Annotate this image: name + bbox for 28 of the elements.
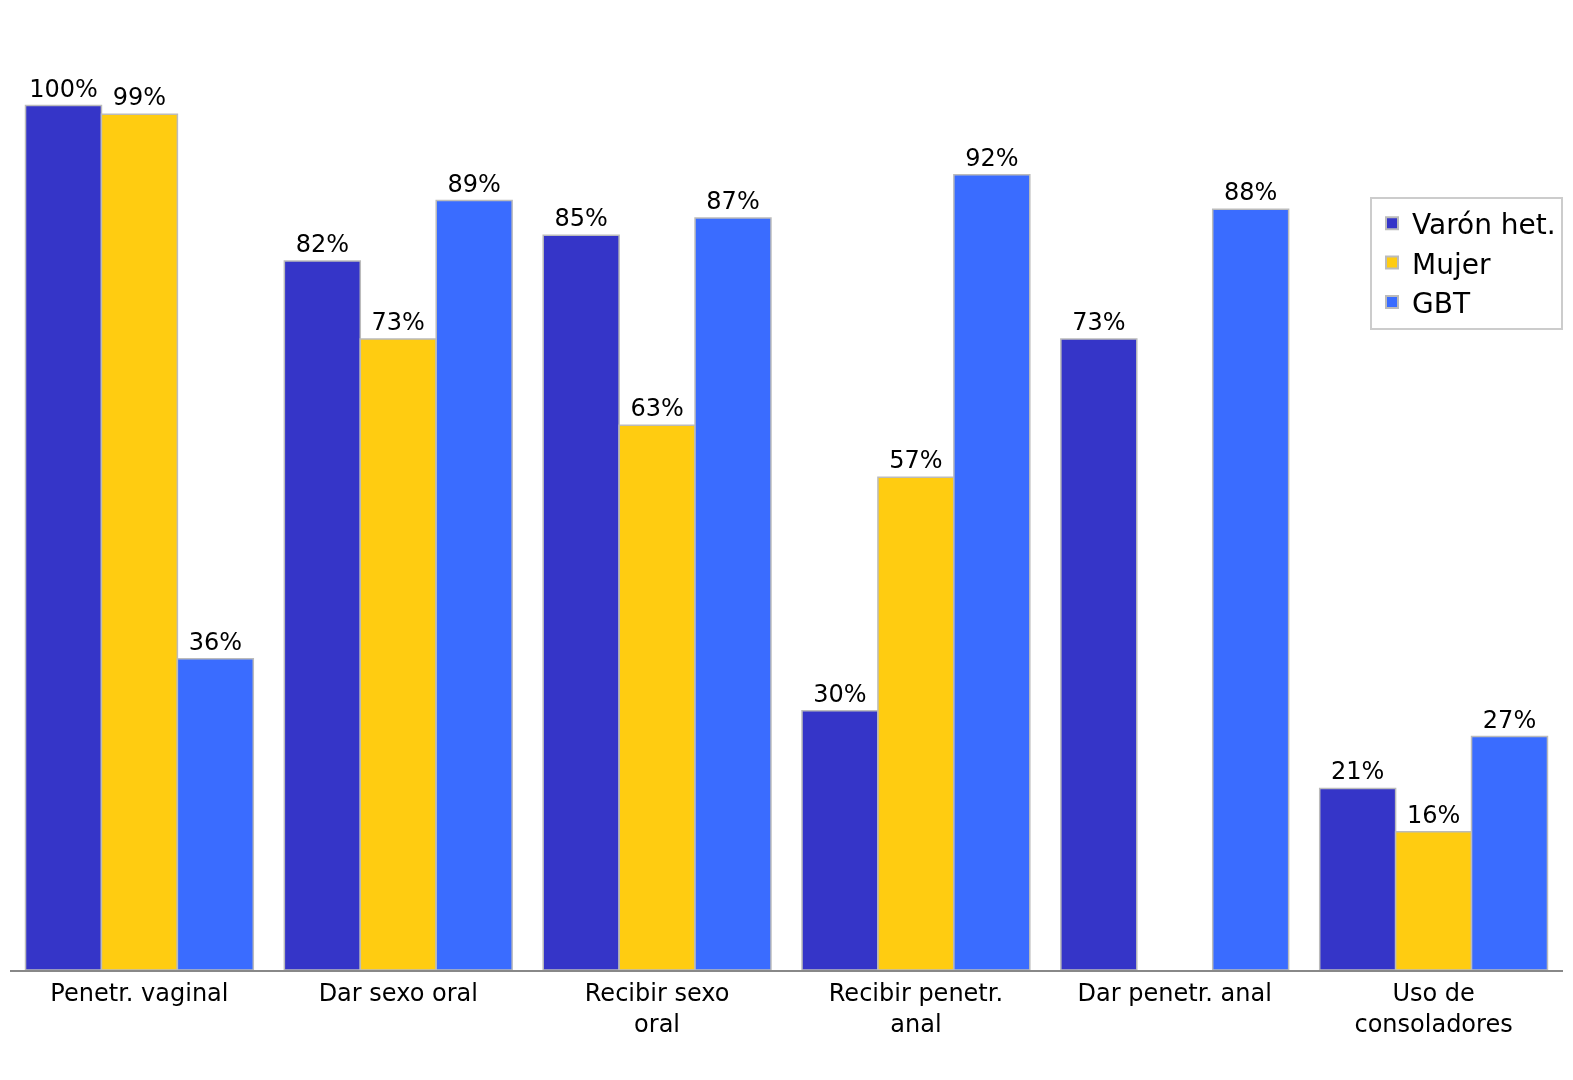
x-tick-label: Dar penetr. anal	[1077, 978, 1272, 1007]
x-tick-label: Penetr. vaginal	[50, 978, 229, 1007]
bar	[1211, 208, 1290, 970]
legend-label: Varón het.	[1412, 208, 1556, 242]
data-label: 30%	[813, 679, 867, 708]
x-tick-label: Uso de consoladores	[1354, 978, 1513, 1038]
data-label: 99%	[112, 83, 167, 112]
data-label: 36%	[188, 627, 243, 656]
x-tick-label: Recibir penetr. anal	[828, 978, 1004, 1038]
data-label: 57%	[889, 446, 943, 475]
data-label: 63%	[630, 394, 684, 423]
data-label: 92%	[965, 143, 1019, 172]
x-tick-label: Dar sexo oral	[318, 978, 478, 1007]
data-label: 73%	[371, 307, 425, 336]
data-label: 82%	[295, 230, 349, 259]
data-label: 85%	[554, 204, 608, 233]
data-label: 87%	[706, 186, 760, 215]
data-label: 16%	[1406, 800, 1461, 829]
data-label: 27%	[1482, 705, 1537, 734]
data-label: 100%	[29, 74, 98, 103]
x-tick-label: Recibir sexo oral	[584, 978, 730, 1038]
legend-label: Mujer	[1412, 247, 1491, 281]
data-label: 73%	[1072, 307, 1126, 336]
bar	[1060, 338, 1138, 970]
legend-label: GBT	[1412, 286, 1471, 320]
data-label: 89%	[447, 169, 501, 198]
data-label: 88%	[1224, 178, 1278, 207]
data-label: 21%	[1330, 757, 1385, 786]
